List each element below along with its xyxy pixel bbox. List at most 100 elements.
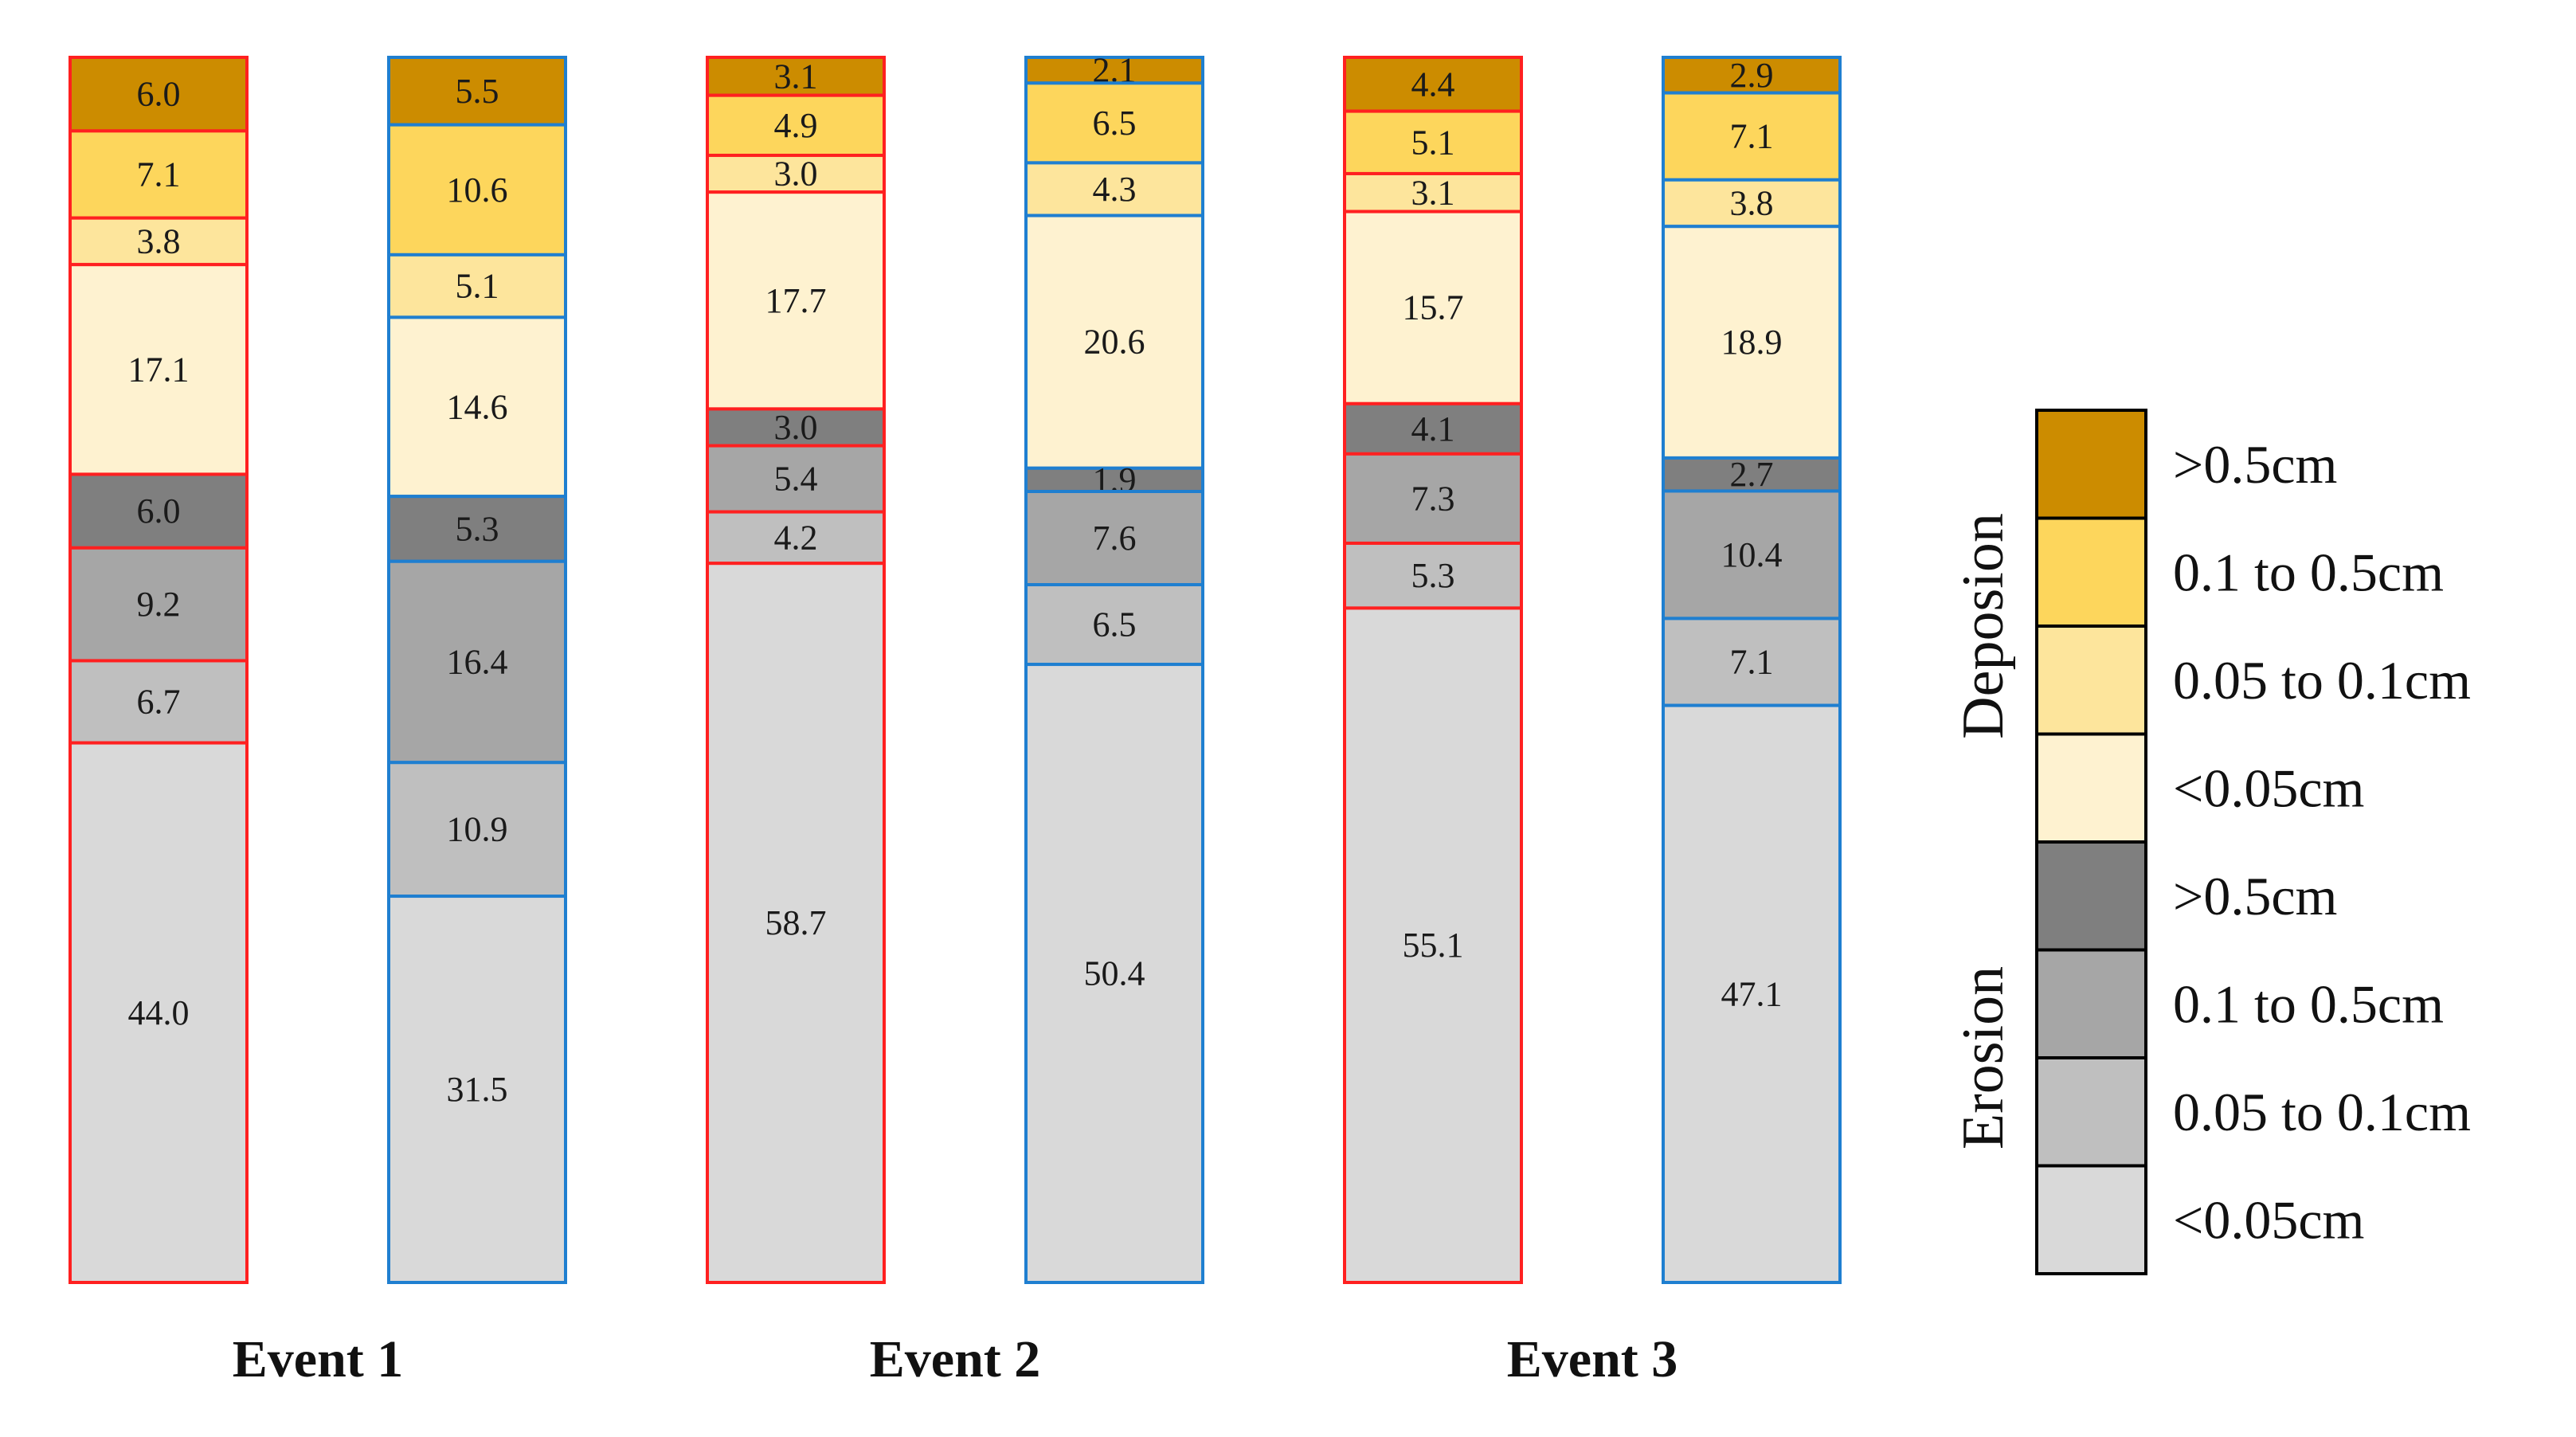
- bar-segment: [1343, 606, 1523, 1284]
- segment-value-label: 18.9: [1721, 323, 1783, 362]
- bar-segment: [706, 154, 886, 194]
- bar-3: 3.1 4.9 3.0 17.7 3.0 5.4 4.2 58.7: [706, 56, 886, 1284]
- bar-segment: [387, 123, 567, 256]
- event-label: Event 2: [870, 1330, 1041, 1388]
- legend-swatch: [2035, 409, 2147, 520]
- bar-2: 5.5 10.6 5.1 14.6 5.3 16.4 10.9 31.5: [387, 56, 567, 1284]
- segment-value-label: 4.3: [1093, 170, 1137, 209]
- segment-value-label: 3.1: [774, 57, 818, 96]
- bar-segment: [69, 741, 249, 1284]
- legend-group-label: Erosion: [1951, 966, 2016, 1149]
- segment-value-label: 3.8: [1730, 184, 1774, 223]
- bar-segment: [387, 895, 567, 1284]
- segment-value-label: 7.1: [137, 155, 181, 194]
- segment-value-label: 58.7: [765, 903, 827, 942]
- bar-1: 6.0 7.1 3.8 17.1 6.0 9.2 6.7 44.0: [69, 56, 249, 1284]
- segment-value-label: 5.3: [1411, 556, 1455, 595]
- bar-segment: [706, 93, 886, 158]
- legend-label: 0.1 to 0.5cm: [2173, 973, 2444, 1034]
- segment-value-label: 6.0: [137, 75, 181, 114]
- segment-value-label: 3.0: [774, 155, 818, 194]
- legend-label: <0.05cm: [2173, 758, 2364, 818]
- bar-segment: [69, 129, 249, 220]
- segment-value-label: 10.4: [1721, 535, 1783, 574]
- legend-swatch: [2035, 732, 2147, 844]
- bar-segment: [1662, 703, 1842, 1284]
- bar-segment: [1343, 209, 1523, 405]
- legend-label: 0.05 to 0.1cm: [2173, 1082, 2471, 1142]
- bar-segment: [387, 559, 567, 765]
- bar-segment: [1024, 213, 1204, 470]
- bar-segment: [387, 315, 567, 499]
- bar-segment: [387, 253, 567, 319]
- bar-segment: [706, 510, 886, 566]
- bar-segment: [1343, 541, 1523, 610]
- bar-segment: [1343, 452, 1523, 545]
- bar-segment: [69, 56, 249, 133]
- segment-value-label: 5.3: [456, 509, 499, 548]
- bar-segment: [1024, 161, 1204, 217]
- segment-value-label: 3.0: [774, 408, 818, 447]
- bar-segment: [1662, 225, 1842, 460]
- bar-6: 2.9 7.1 3.8 18.9 2.7 10.4 7.1 47.1: [1662, 56, 1842, 1284]
- legend-swatch: [2035, 840, 2147, 952]
- legend-label: >0.5cm: [2173, 866, 2337, 926]
- bar-segment: [706, 56, 886, 97]
- legend-label: >0.5cm: [2173, 434, 2337, 495]
- bar-segment: [706, 190, 886, 411]
- legend-swatch: [2035, 625, 2147, 736]
- bar-segment: [1024, 663, 1204, 1284]
- segment-value-label: 10.6: [447, 170, 508, 209]
- segment-value-label: 4.9: [774, 106, 818, 145]
- segment-value-label: 6.5: [1093, 104, 1137, 143]
- bar-segment: [1662, 617, 1842, 707]
- segment-value-label: 4.1: [1411, 409, 1455, 448]
- segment-value-label: 6.0: [137, 491, 181, 531]
- segment-value-label: 47.1: [1721, 974, 1783, 1013]
- segment-value-label: 31.5: [447, 1070, 508, 1109]
- segment-value-label: 44.0: [128, 993, 190, 1032]
- segment-value-label: 2.9: [1730, 56, 1774, 95]
- segment-value-label: 7.1: [1730, 117, 1774, 156]
- segment-value-label: 7.1: [1730, 643, 1774, 682]
- segment-value-label: 5.1: [456, 267, 499, 306]
- segment-value-label: 4.2: [774, 518, 818, 557]
- legend-group-label: Deposion: [1951, 513, 2016, 739]
- segment-value-label: 3.1: [1411, 173, 1455, 212]
- bar-segment: [706, 444, 886, 514]
- legend-swatch: [2035, 948, 2147, 1059]
- bars-layer: 6.0 7.1 3.8 17.1 6.0 9.2 6.7 44.0 5.5 10.6 5.1 14.6…: [69, 51, 1842, 1284]
- segment-value-label: 3.8: [137, 221, 181, 260]
- bar-4: 2.16.54.320.61.97.66.550.4: [1024, 51, 1204, 1284]
- legend-swatch: [2035, 516, 2147, 628]
- legend-label: <0.05cm: [2173, 1189, 2364, 1250]
- bar-segment: [1343, 56, 1523, 113]
- bar-segment: [706, 562, 886, 1284]
- bar-segment: [1662, 456, 1842, 493]
- bar-5: 4.4 5.1 3.1 15.7 4.1 7.3 5.3 55.1: [1343, 56, 1523, 1284]
- event-labels: Event 1 Event 2 Event 3: [233, 1330, 1678, 1388]
- bar-segment: [69, 263, 249, 476]
- segment-value-label: 7.6: [1093, 519, 1137, 558]
- bar-segment: [1662, 178, 1842, 229]
- bar-segment: [1024, 489, 1204, 587]
- event-label: Event 3: [1507, 1330, 1678, 1388]
- bar-segment: [69, 546, 249, 663]
- legend-swatch: [2035, 1164, 2147, 1275]
- segment-value-label: 5.5: [456, 72, 499, 111]
- segment-value-label: 6.7: [137, 683, 181, 722]
- segment-value-label: 17.7: [765, 281, 827, 320]
- legend-swatch: [2035, 1056, 2147, 1168]
- segment-value-label: 4.4: [1411, 65, 1455, 104]
- segment-value-label: 14.6: [447, 387, 508, 426]
- segment-value-label: 2.7: [1730, 455, 1774, 494]
- segment-value-label: 6.5: [1093, 605, 1137, 644]
- segment-value-label: 9.2: [137, 585, 181, 624]
- segment-value-label: 5.4: [774, 460, 818, 499]
- legend-label: 0.05 to 0.1cm: [2173, 650, 2471, 711]
- event-label: Event 1: [233, 1330, 404, 1388]
- segment-value-label: 7.3: [1411, 479, 1455, 518]
- bar-segment: [1024, 81, 1204, 165]
- bar-segment: [1343, 401, 1523, 456]
